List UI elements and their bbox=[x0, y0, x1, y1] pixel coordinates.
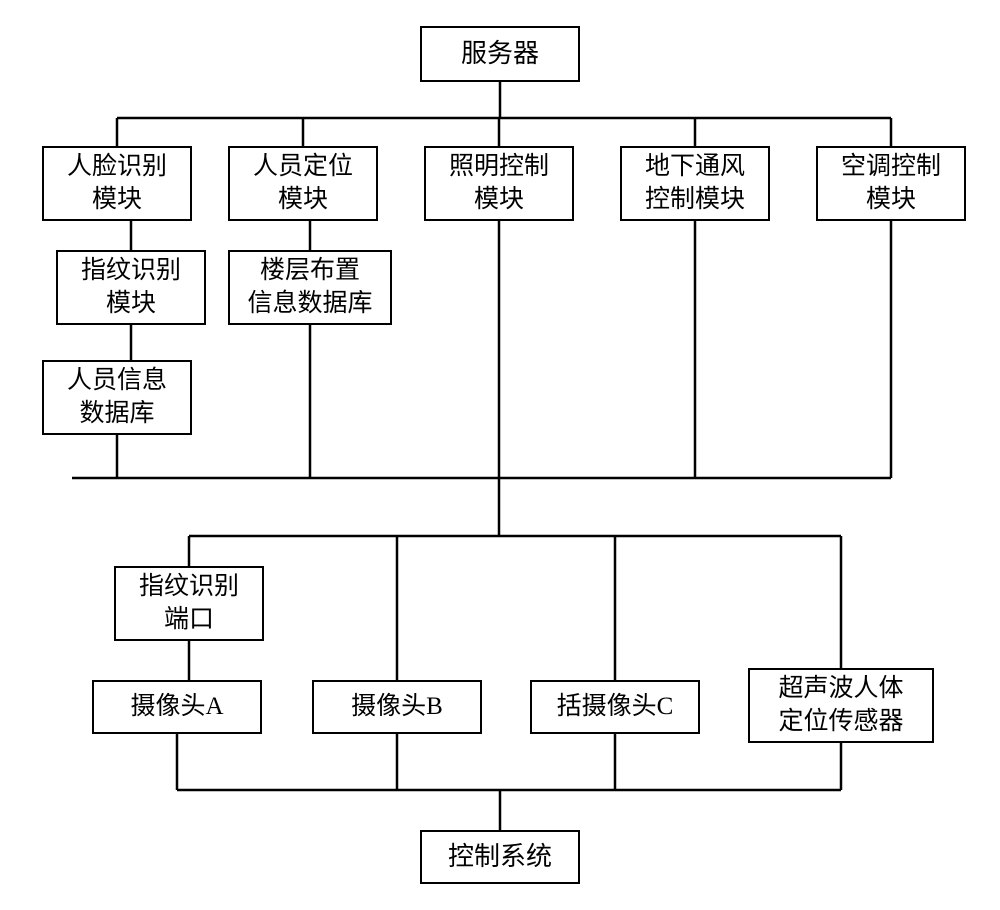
node-label: 地下通风 控制模块 bbox=[645, 151, 745, 216]
node-label: 空调控制 模块 bbox=[841, 151, 941, 216]
node-label: 服务器 bbox=[461, 37, 539, 71]
node-label: 人员信息 数据库 bbox=[67, 365, 167, 430]
node-vent_ctrl: 地下通风 控制模块 bbox=[620, 146, 770, 221]
node-fp_port: 指纹识别 端口 bbox=[114, 566, 264, 641]
node-ultrasonic: 超声波人体 定位传感器 bbox=[748, 668, 934, 743]
node-cam_b: 摄像头B bbox=[312, 680, 482, 734]
diagram-canvas: 服务器人脸识别 模块 人员定位 模块 照明控制 模块 地下通风 控制模块 空调控制 模块… bbox=[0, 0, 1000, 910]
node-label: 控制系统 bbox=[448, 840, 552, 874]
node-label: 楼层布置 信息数据库 bbox=[247, 255, 372, 320]
node-light_ctrl: 照明控制 模块 bbox=[424, 146, 574, 221]
node-label: 摄像头A bbox=[130, 691, 223, 724]
connector-layer bbox=[0, 0, 1000, 910]
node-fp_recog: 指纹识别 模块 bbox=[56, 250, 206, 325]
node-floor_db: 楼层布置 信息数据库 bbox=[228, 250, 392, 325]
node-label: 指纹识别 端口 bbox=[139, 571, 239, 636]
node-label: 人脸识别 模块 bbox=[67, 151, 167, 216]
node-ctrl_sys: 控制系统 bbox=[420, 830, 580, 884]
node-cam_c: 括摄像头C bbox=[530, 680, 700, 734]
node-person_db: 人员信息 数据库 bbox=[42, 360, 192, 435]
node-server: 服务器 bbox=[420, 26, 580, 82]
node-label: 指纹识别 模块 bbox=[81, 255, 181, 320]
node-label: 摄像头B bbox=[351, 691, 443, 724]
node-face_recog: 人脸识别 模块 bbox=[42, 146, 192, 221]
node-ac_ctrl: 空调控制 模块 bbox=[816, 146, 966, 221]
node-person_loc: 人员定位 模块 bbox=[228, 146, 378, 221]
node-label: 照明控制 模块 bbox=[449, 151, 549, 216]
node-cam_a: 摄像头A bbox=[92, 680, 262, 734]
node-label: 括摄像头C bbox=[557, 691, 674, 724]
node-label: 超声波人体 定位传感器 bbox=[778, 673, 903, 738]
node-label: 人员定位 模块 bbox=[253, 151, 353, 216]
